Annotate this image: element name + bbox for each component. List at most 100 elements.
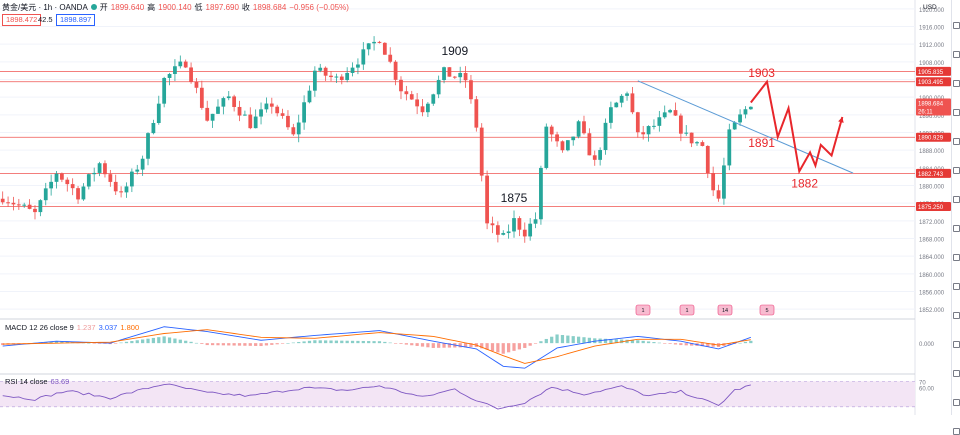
candle-body — [587, 133, 592, 156]
candle — [404, 85, 409, 101]
chart-canvas[interactable]: 1920.0001916.0001912.0001908.0001904.000… — [0, 0, 960, 415]
tool-icon[interactable] — [953, 283, 960, 290]
candle — [361, 42, 366, 70]
rsi-tick-label: 60.00 — [919, 387, 935, 393]
candle — [205, 100, 210, 122]
candle-body — [528, 223, 533, 237]
macd-tick-label: 0.000 — [919, 342, 935, 348]
candle-body — [27, 204, 32, 209]
price-annotation: 1875 — [501, 191, 528, 205]
candle — [135, 164, 140, 175]
candle — [0, 191, 5, 205]
candle — [635, 111, 640, 138]
candle-body — [705, 145, 710, 174]
symbol-title[interactable]: 黄金/美元 · 1h · OANDA — [2, 2, 88, 12]
macd-line-value: 3.037 — [98, 323, 118, 332]
candle-body — [748, 106, 753, 110]
candle-body — [409, 94, 414, 100]
candle — [668, 108, 672, 114]
candle — [479, 123, 484, 182]
candle — [377, 40, 382, 44]
price-label-text: 1890.929 — [918, 136, 944, 142]
candle-body — [716, 190, 721, 199]
macd-histogram-bar — [119, 342, 123, 344]
sell-price-button[interactable]: 1898.472 — [2, 14, 42, 26]
candle-body — [216, 106, 220, 114]
candle-body — [253, 116, 258, 129]
candle — [399, 76, 403, 100]
candle-body — [426, 103, 430, 113]
candle — [458, 66, 463, 84]
tool-icon[interactable] — [953, 22, 960, 29]
candle — [426, 102, 430, 117]
candle — [711, 166, 716, 197]
macd-histogram-bar — [302, 341, 306, 344]
candle — [302, 95, 306, 130]
open-value: 1899.640 — [110, 2, 145, 12]
price-tick-label: 1916.000 — [919, 26, 945, 32]
candle-body — [474, 99, 479, 128]
candle — [173, 59, 177, 82]
price-tick-label: 1864.000 — [919, 255, 945, 261]
macd-histogram-bar — [431, 343, 435, 348]
candle-body — [119, 191, 123, 193]
candle — [162, 76, 167, 108]
candle-body — [727, 129, 732, 166]
event-icon — [679, 304, 695, 316]
macd-histogram-bar — [108, 343, 112, 345]
tool-icon[interactable] — [953, 399, 960, 406]
candle — [199, 80, 204, 110]
macd-histogram-bar — [420, 343, 425, 347]
candle-body — [124, 186, 129, 193]
buy-price-button[interactable]: 1898.897 — [56, 14, 96, 26]
macd-title: MACD 12 26 close 9 — [5, 323, 74, 332]
macd-histogram-bar — [641, 340, 645, 344]
rsi-title: RSI 14 close — [5, 377, 48, 386]
macd-histogram-bar — [124, 341, 129, 344]
candle — [641, 125, 646, 140]
tool-icon[interactable] — [953, 225, 960, 232]
candle-body — [323, 67, 328, 76]
candle-body — [689, 132, 694, 144]
candle-body — [565, 140, 570, 151]
candle — [38, 199, 43, 217]
macd-histogram-bar — [65, 341, 69, 344]
candle-body — [178, 61, 183, 67]
candle-body — [173, 66, 177, 75]
candle — [388, 47, 393, 64]
candle — [646, 125, 651, 142]
tool-icon[interactable] — [953, 312, 960, 319]
tool-icon[interactable] — [953, 109, 960, 116]
spread-value: 42.5 — [38, 15, 53, 24]
macd-histogram-bar — [210, 343, 215, 346]
tool-icon[interactable] — [953, 138, 960, 145]
macd-histogram-bar — [507, 343, 511, 353]
candle — [748, 106, 753, 110]
candle-body — [479, 127, 484, 176]
macd-histogram-bar — [469, 343, 473, 348]
candle — [614, 101, 619, 108]
candle-body — [103, 163, 107, 175]
candle — [194, 78, 199, 94]
tool-icon[interactable] — [953, 80, 960, 87]
candle-body — [135, 169, 140, 172]
tool-icon[interactable] — [953, 341, 960, 348]
tool-icon[interactable] — [953, 196, 960, 203]
tool-icon[interactable] — [953, 254, 960, 261]
tool-icon[interactable] — [953, 428, 960, 435]
candle-body — [722, 165, 726, 199]
candle — [65, 177, 70, 192]
candle-body — [614, 102, 619, 108]
price-annotation: 1903 — [748, 66, 775, 80]
macd-histogram-bar — [706, 343, 710, 347]
candle-body — [630, 93, 635, 113]
candle-body — [221, 98, 226, 107]
tool-icon[interactable] — [953, 370, 960, 377]
macd-histogram-bar — [560, 335, 565, 344]
candle — [695, 140, 699, 146]
tool-icon[interactable] — [953, 51, 960, 58]
candle — [280, 108, 285, 119]
tool-icon[interactable] — [953, 167, 960, 174]
candle — [582, 115, 586, 135]
candle-body — [399, 79, 403, 92]
